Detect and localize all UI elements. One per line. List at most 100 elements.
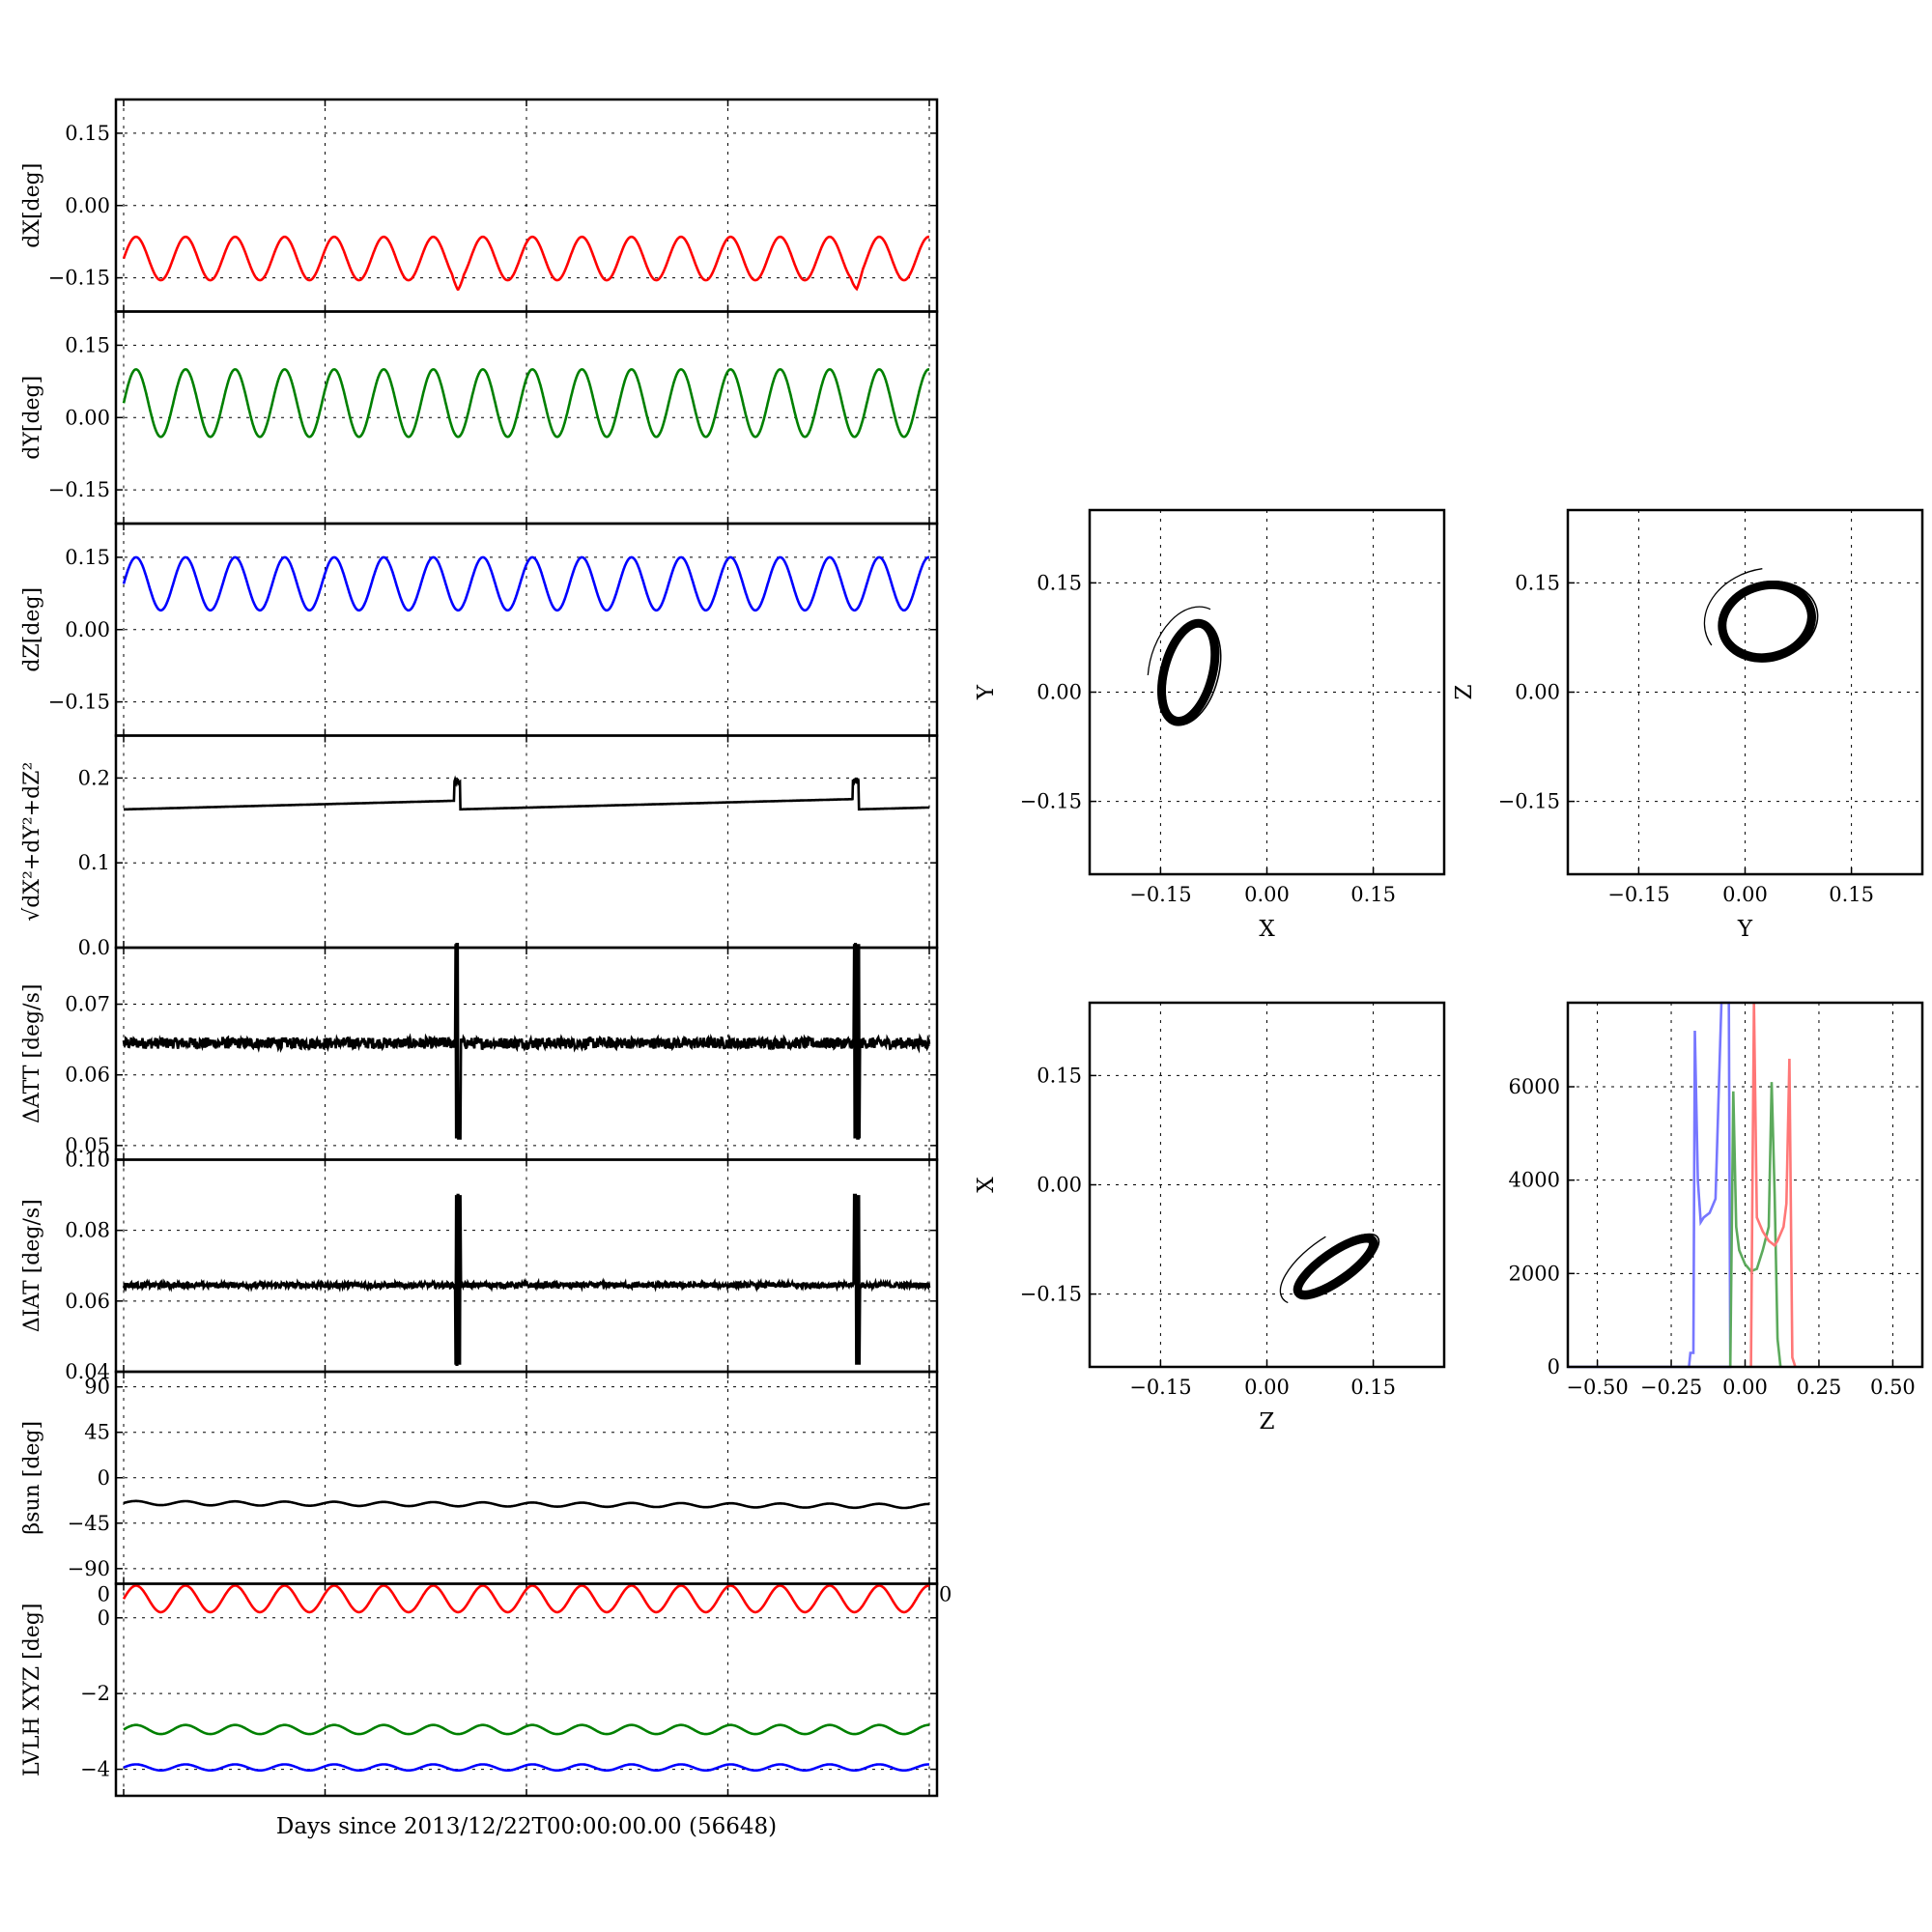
xtick-label: −0.15 [1129, 1376, 1191, 1399]
panel-diat: 0.10 0.08 0.06 0.04 ΔIAT [deg/s] [20, 1149, 939, 1383]
xlabel-yz: Y [1737, 917, 1753, 942]
scatter-yz: −0.15 −0.15 0.00 0.00 0.15 0.15 Y Z [1452, 508, 1924, 942]
loop-xy [1157, 619, 1222, 726]
stray-arc-yz [1703, 568, 1763, 646]
stray-tick-right: 0 [939, 1583, 952, 1606]
stray-arc-xy [1147, 606, 1211, 675]
histogram-panel: −0.50 −0.25 0.00 0.25 0.50 0 2000 4000 6000 [1509, 1001, 1924, 1399]
ytick-label: 4000 [1509, 1169, 1560, 1192]
ylabel-dx: dX[deg] [20, 163, 44, 248]
xtick-label: 0.00 [1244, 1376, 1290, 1399]
series-diat-0 [122, 1193, 931, 1366]
stray-arc-zx [1279, 1236, 1326, 1304]
panel-datt: 0.07 0.06 0.05 ΔATT [deg/s] [20, 942, 939, 1161]
loop-zx [1293, 1233, 1380, 1299]
ytick-label: −0.15 [1020, 1283, 1082, 1306]
ylabel-norm: √dX²+dY²+dZ² [20, 762, 44, 922]
ytick-label: 0.06 [65, 1290, 110, 1313]
ytick-label: 0.00 [65, 406, 110, 429]
ytick-label: 0.10 [65, 1149, 110, 1172]
frame-lvlh [114, 1582, 939, 1798]
ytick-label: 0 [98, 1466, 110, 1490]
series-norm-0 [124, 775, 929, 811]
series-dy-0 [122, 368, 929, 439]
ytick-label: 0.00 [1037, 681, 1082, 704]
frame-yz [1566, 508, 1924, 876]
xlabel-xy: X [1259, 917, 1275, 942]
ytick-label: 0.00 [1037, 1174, 1082, 1197]
ytick-label: 2000 [1509, 1262, 1560, 1285]
ylabel-zx: X [974, 1177, 999, 1193]
ytick-label: 0.08 [65, 1219, 110, 1242]
xtick-label: 0.25 [1797, 1376, 1842, 1399]
ytick-label: −0.15 [48, 691, 110, 714]
ytick-label: 0.2 [78, 766, 110, 789]
hist-series-1 [1728, 1082, 1782, 1368]
ylabel-xy: Y [974, 684, 999, 700]
ylabel-datt: ΔATT [deg/s] [20, 984, 44, 1123]
series-lvlh-0 [122, 1584, 929, 1614]
ytick-label: 0.15 [65, 122, 110, 145]
ylabel-yz: Z [1452, 684, 1477, 699]
ytick-label: 0.15 [65, 333, 110, 356]
ytick-label: 0 [1548, 1355, 1560, 1378]
xtick-label: 0.00 [1722, 883, 1768, 906]
ylabel-dy: dY[deg] [20, 376, 44, 460]
ytick-label: 45 [84, 1421, 110, 1444]
ylabel-dz: dZ[deg] [20, 587, 44, 672]
xtick-label: 0.00 [1244, 883, 1290, 906]
ytick-label: 0.06 [65, 1064, 110, 1087]
panel-norm: 0.2 0.1 0.0 √dX²+dY²+dZ² [20, 734, 939, 959]
xtick-label: 0.15 [1350, 883, 1396, 906]
ytick-label: 0.07 [65, 993, 110, 1016]
ytick-label: 6000 [1509, 1075, 1560, 1098]
ytick-label: −45 [68, 1512, 110, 1535]
xtick-label: 0.15 [1829, 883, 1874, 906]
scatter-xy: −0.15 −0.15 0.00 0.00 0.15 0.15 X Y [974, 508, 1446, 942]
ytick-label: 0.15 [1515, 571, 1560, 594]
xtick-label: −0.50 [1566, 1376, 1628, 1399]
ytick-label: 0.15 [1037, 571, 1082, 594]
series-dz-0 [122, 555, 930, 612]
ytick-label: −0.15 [48, 267, 110, 290]
series-lvlh-1 [123, 1723, 929, 1736]
ytick-label: −2 [80, 1682, 110, 1705]
series-beta-0 [123, 1499, 929, 1510]
frame-histogram [1566, 1001, 1924, 1369]
xtick-label: −0.15 [1129, 883, 1191, 906]
ytick-label: −4 [80, 1758, 110, 1781]
xtick-label: −0.15 [1607, 883, 1669, 906]
ytick-label: 0.00 [65, 194, 110, 217]
xtick-label: 0.00 [1722, 1376, 1768, 1399]
timeseries-xlabel: Days since 2013/12/22T00:00:00.00 (56648… [276, 1814, 777, 1839]
xtick-label: 0.50 [1870, 1376, 1916, 1399]
ytick-label: 0.00 [1515, 681, 1560, 704]
loop-yz [1718, 580, 1816, 663]
xtick-label: 0.15 [1350, 1376, 1396, 1399]
scatter-panels: −0.15 −0.15 0.00 0.00 0.15 0.15 X Y −0.15 −0.15 0.… [974, 508, 1924, 1435]
loop-yz [1718, 581, 1819, 662]
ytick-label: −90 [68, 1557, 110, 1580]
xtick-label: −0.25 [1640, 1376, 1702, 1399]
ytick-label: 0 [98, 1606, 110, 1630]
ylabel-diat: ΔIAT [deg/s] [20, 1199, 44, 1332]
frame-zx [1088, 1001, 1446, 1369]
scatter-zx: −0.15 −0.15 0.00 0.00 0.15 0.15 Z X [974, 1001, 1446, 1435]
series-dx-0 [122, 235, 929, 292]
hist-series-2 [1749, 1002, 1797, 1368]
panel-beta: 90 45 0 −45 −90 βsun [deg] [20, 1370, 939, 1585]
frame-xy [1088, 508, 1446, 876]
ytick-label: −0.15 [1020, 790, 1082, 813]
ytick-label: 0.04 [65, 1360, 110, 1383]
ytick-label: 0.0 [78, 936, 110, 959]
hist-series-0 [1568, 1001, 1732, 1369]
ytick-label: 0.00 [65, 618, 110, 641]
ytick-label: −0.15 [1498, 790, 1560, 813]
series-datt-0 [122, 942, 931, 1140]
series-lvlh-2 [123, 1763, 929, 1772]
ytick-label: −0.15 [48, 478, 110, 501]
